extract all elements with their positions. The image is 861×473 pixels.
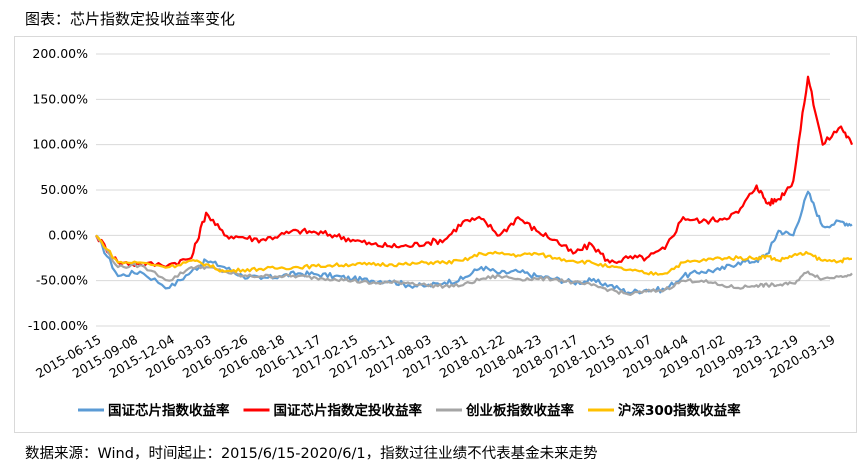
y-tick-label: -50.00% [36, 273, 88, 288]
legend-label: 国证芯片指数定投收益率 [274, 402, 423, 419]
y-tick-label: 150.00% [32, 91, 88, 106]
y-tick-label: 100.00% [32, 137, 88, 152]
y-tick-label: 200.00% [32, 46, 88, 61]
legend-label: 国证芯片指数收益率 [108, 402, 230, 419]
y-tick-label: 50.00% [40, 182, 88, 197]
legend-label: 创业板指数收益率 [465, 402, 574, 419]
series-line [95, 75, 854, 269]
y-tick-label: -100.00% [28, 318, 88, 333]
y-tick-label: 0.00% [48, 227, 88, 242]
legend-label: 沪深300指数收益率 [618, 402, 741, 419]
series-line [95, 234, 853, 276]
source-note: 数据来源：Wind，时间起止：2015/6/15-2020/6/1，指数过往业绩… [25, 446, 598, 462]
series-line [95, 234, 853, 296]
chart-panel [14, 36, 857, 433]
series-line [95, 190, 853, 295]
figure-title: 图表：芯片指数定投收益率变化 [25, 10, 236, 28]
